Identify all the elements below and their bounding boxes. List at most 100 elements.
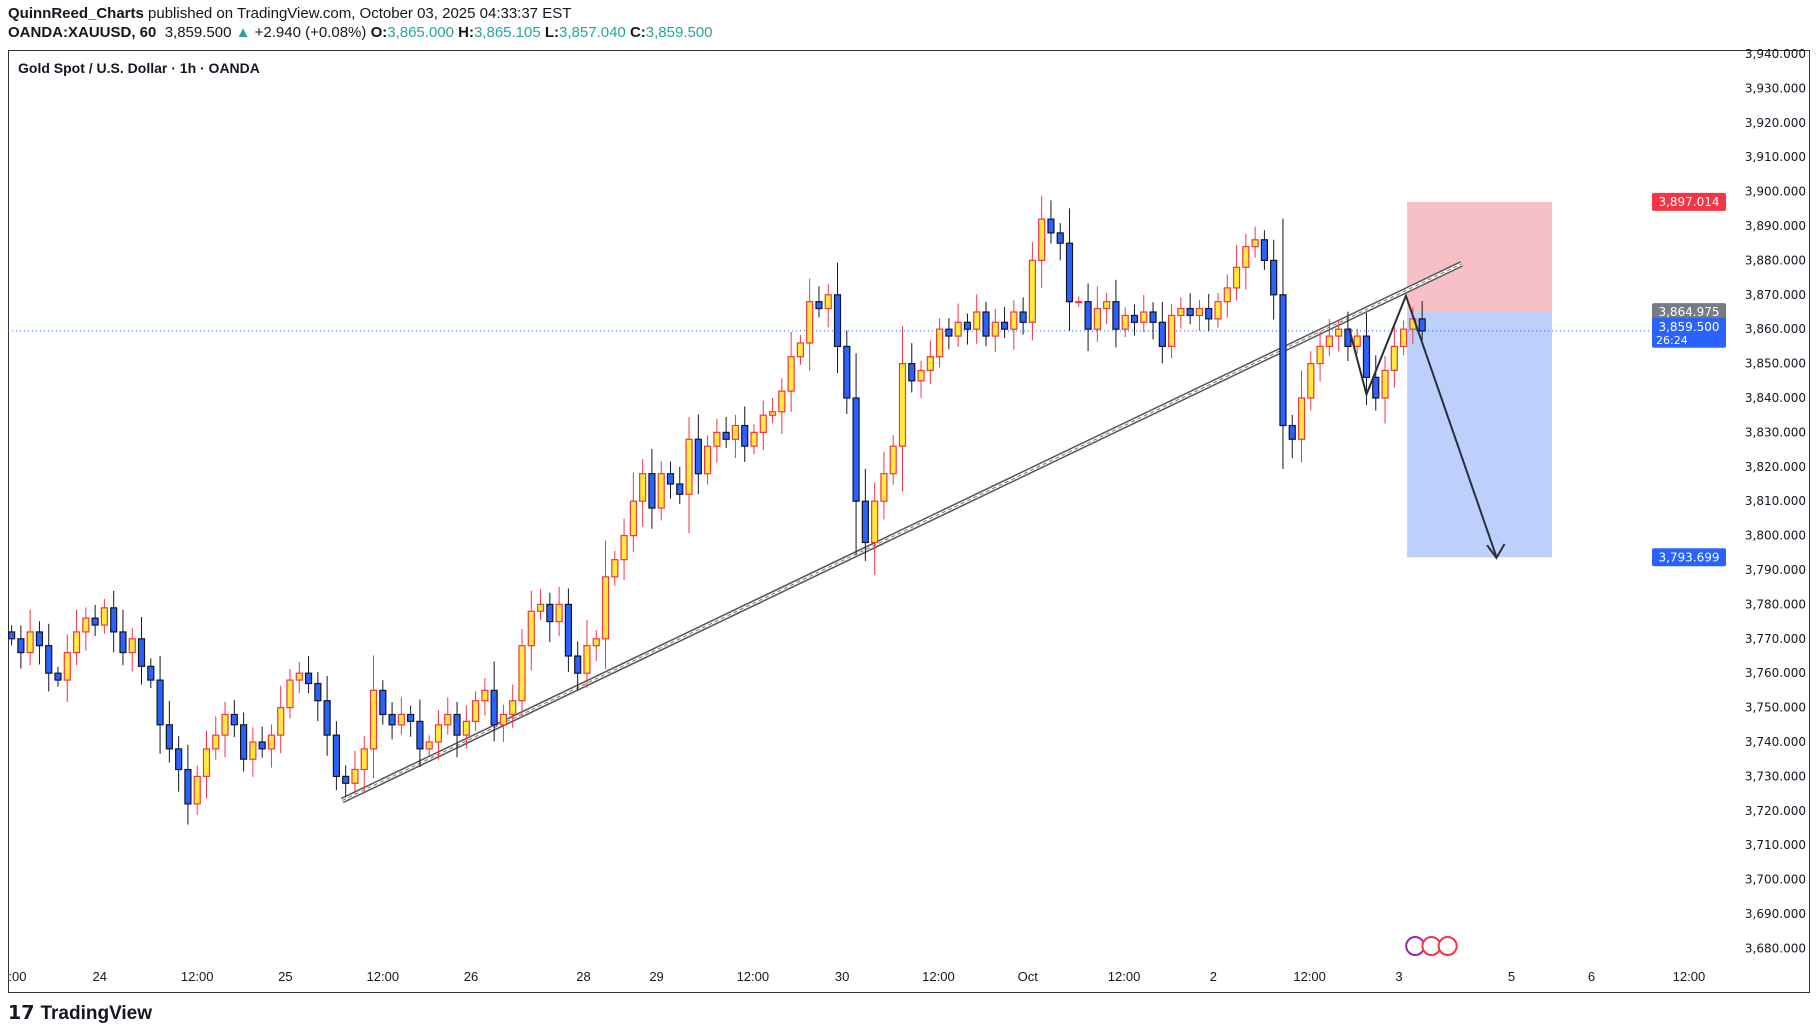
candle-body [1038,218,1046,261]
candle-body [1167,314,1176,348]
publish-info: QuinnReed_Charts published on TradingVie… [8,5,571,22]
x-tick-label: 12:00 [922,969,955,984]
candle-body [722,431,730,440]
candle-body [666,473,675,485]
candle-body [416,720,424,750]
candle-body [824,294,832,310]
candle-body [1177,307,1185,317]
candle-body [546,603,554,623]
candle-body [917,369,925,382]
y-tick-label: 3,880.000 [1745,253,1806,267]
x-tick-label: 5 [1508,969,1515,984]
candle-body [472,700,480,722]
candle-body [72,631,81,654]
candle-body [963,321,972,330]
candle-body [323,700,331,736]
projection-path [1348,292,1498,558]
candle-body [8,631,16,640]
candle-body [731,424,740,440]
y-tick-label: 3,800.000 [1745,529,1806,543]
x-tick-label: 25 [278,969,292,984]
candle-body [843,345,851,399]
candle-body [286,679,294,709]
candle-body [741,424,749,447]
x-tick-label: 12:00 [367,969,400,984]
candle-body [620,534,628,561]
candle-body [304,672,313,685]
y-tick-label: 3,820.000 [1745,460,1806,474]
candle-body [657,473,665,509]
y-tick-label: 3,860.000 [1745,322,1806,336]
candle-body [490,689,498,726]
y-tick-label: 3,840.000 [1745,391,1806,405]
x-tick-label: 12:00 [1293,969,1326,984]
candle-body [295,672,303,681]
target-price-tag-bg [1652,548,1726,567]
candle-body [184,768,192,805]
candle-body [555,603,563,623]
candle-body [82,617,90,633]
y-tick-label: 3,770.000 [1745,632,1806,646]
y-tick-label: 3,780.000 [1745,597,1806,611]
candle-body [991,321,999,337]
candle-body [1047,218,1055,234]
candle-body [574,655,582,674]
candle-body [267,734,276,750]
candle-body [481,689,489,702]
author[interactable]: QuinnReed_Charts [8,5,144,22]
candle-body [639,473,647,502]
y-tick-label: 3,760.000 [1745,666,1806,680]
candle-body [1418,318,1426,332]
candle-body [1195,307,1204,317]
tradingview-logo[interactable]: 𝟭𝟳 TradingView [8,1002,152,1025]
candle-body [100,607,109,626]
change: +2.940 (+0.08%) [254,24,367,41]
candle-body [202,748,211,778]
y-tick-label: 3,690.000 [1745,907,1806,921]
y-tick-label: 3,870.000 [1745,288,1806,302]
current-price-tag: 3,859.500 [1658,320,1719,334]
candle-body [1381,369,1389,399]
candle-body [1372,376,1380,399]
candle-body [1158,321,1166,348]
candle-body [1084,301,1092,330]
high-value: 3,865.105 [473,24,541,41]
candle-body [369,689,378,750]
candle-body [1000,321,1009,330]
x-tick-label: 12:00 [1108,969,1141,984]
candle-body [1028,259,1037,323]
y-tick-label: 3,890.000 [1745,219,1806,233]
candle-body [1112,301,1120,330]
x-tick-label: 3 [1395,969,1402,984]
candle-body [128,638,136,654]
candle-body [249,741,257,760]
candle-body [1270,259,1278,296]
candle-body [444,713,452,726]
candle-body [713,431,721,447]
stop-price-tag-bg [1652,192,1726,211]
candle-body [926,356,934,372]
candle-body [1232,266,1241,289]
y-tick-label: 3,730.000 [1745,769,1806,783]
candle-body [26,631,34,654]
candle-body [453,713,461,736]
x-tick-label: 2 [1210,969,1217,984]
candle-body [945,328,953,337]
candle-body [221,713,229,736]
open-value: 3,865.000 [387,24,454,41]
candle-body [165,724,173,750]
candle-body [230,713,238,726]
candle-body [611,559,619,578]
y-tick-label: 3,850.000 [1745,357,1806,371]
candle-body [1140,311,1148,323]
candle-body [1186,307,1194,317]
candle-body [351,768,359,784]
candle-body [1399,328,1408,348]
y-tick-label: 3,740.000 [1745,735,1806,749]
chart-area[interactable] [8,50,1810,993]
candle-body [17,638,25,654]
candle-body [314,682,322,702]
candle-body [908,363,916,382]
candle-body [509,700,517,716]
